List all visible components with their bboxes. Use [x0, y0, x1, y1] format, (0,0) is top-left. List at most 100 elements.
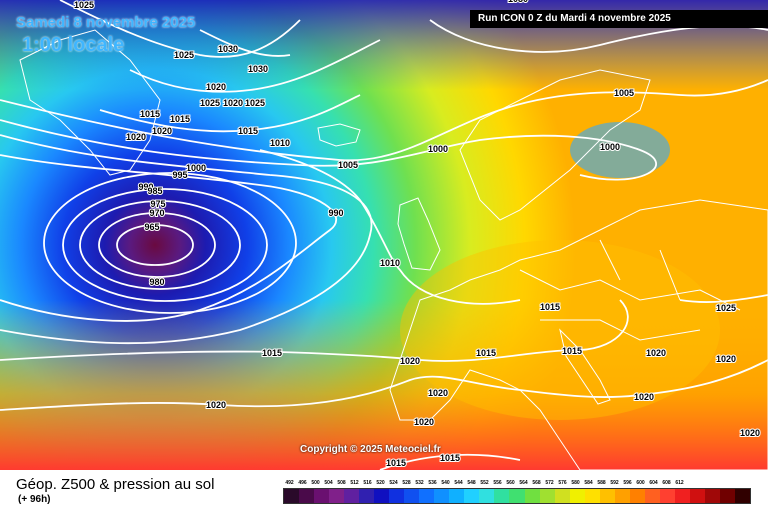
scale-tick-label: 508 [337, 480, 346, 486]
iceland-coast [317, 123, 361, 147]
scale-swatch [494, 489, 510, 503]
scale-tick-label: 540 [441, 480, 450, 486]
scale-tick-label: 564 [519, 480, 528, 486]
isobar-pressure-label: 1025 [174, 50, 194, 60]
scale-swatch [674, 489, 690, 503]
scale-swatch [614, 489, 630, 503]
scale-tick-label: 524 [389, 480, 398, 486]
scale-swatch [719, 489, 735, 503]
copyright-text: Copyright © 2025 Meteociel.fr [300, 444, 441, 455]
isobar-pressure-label: 1010 [380, 258, 400, 268]
scale-swatch [434, 489, 450, 503]
isobar-pressure-label: 1020 [740, 428, 760, 438]
british-isles-coast [397, 197, 441, 271]
forecast-date: Samedi 8 novembre 2025 [16, 14, 196, 31]
scale-tick-label: 504 [324, 480, 333, 486]
isobar-pressure-label: 1025 [245, 98, 265, 108]
isobar-965 [116, 224, 194, 266]
isobar-pressure-label: 1015 [440, 453, 460, 463]
scale-tick-label: 612 [675, 480, 684, 486]
scale-tick-labels: 492 496 500 504 508 512 516 520 524 528 532 536 540 5… [283, 480, 751, 486]
scale-swatch [554, 489, 570, 503]
isobar-995 [0, 134, 373, 345]
isobar-pressure-label: 1025 [74, 0, 94, 10]
scale-tick-label: 528 [402, 480, 411, 486]
isobar-pressure-label: 1025 [200, 98, 220, 108]
scandinavia-coast [459, 69, 651, 221]
isobar-pressure-label: 1020 [400, 356, 420, 366]
scale-swatch [644, 489, 660, 503]
scale-tick-label: 604 [649, 480, 658, 486]
isobar-pressure-label: 1020 [646, 348, 666, 358]
scale-tick-label: 560 [506, 480, 515, 486]
scale-swatch [629, 489, 645, 503]
scale-tick-label: 548 [467, 480, 476, 486]
scale-tick-label: 572 [545, 480, 554, 486]
isobar-pressure-label: 1020 [126, 132, 146, 142]
scale-tick-label: 532 [415, 480, 424, 486]
isobar-1025 [59, 0, 768, 303]
isobar-pressure-label: 1030 [508, 0, 528, 4]
isobar-975 [79, 200, 241, 290]
scale-tick-label: 600 [636, 480, 645, 486]
isobar-pressure-label: 990 [138, 182, 153, 192]
scale-swatch [569, 489, 585, 503]
map-title: Géop. Z500 & pression au sol [16, 476, 215, 493]
isobar-1015-south [379, 453, 521, 470]
scale-tick-label: 584 [584, 480, 593, 486]
scale-swatch [284, 489, 300, 503]
isobar-pressure-label: 1020 [634, 392, 654, 402]
isobar-pressure-label: 975 [150, 199, 165, 209]
greenland-coast [19, 29, 161, 176]
color-scale-legend: 492 496 500 504 508 512 516 520 524 528 532 536 540 5… [283, 480, 751, 504]
model-run-banner: Run ICON 0 Z du Mardi 4 novembre 2025 [470, 10, 768, 28]
isobar-pressure-label: 1030 [248, 64, 268, 74]
scale-tick-label: 536 [428, 480, 437, 486]
isobar-pressure-label: 1025 [716, 303, 736, 313]
scale-tick-label: 512 [350, 480, 359, 486]
isobar-pressure-label: 1010 [270, 138, 290, 148]
isobar-990 [0, 154, 337, 322]
scale-swatch [689, 489, 705, 503]
scale-tick-label: 592 [610, 480, 619, 486]
scale-swatch [299, 489, 315, 503]
eastern-europe-borders [519, 239, 741, 341]
scale-swatch [509, 489, 525, 503]
isobar-pressure-label: 1000 [428, 144, 448, 154]
scale-swatch [344, 489, 360, 503]
scale-tick-label: 596 [623, 480, 632, 486]
isobar-pressure-label: 970 [149, 208, 164, 218]
isobar-pressure-label: 1020 [152, 126, 172, 136]
scale-swatch [329, 489, 345, 503]
scale-swatch [449, 489, 465, 503]
isobar-pressure-label: 990 [328, 208, 343, 218]
scale-swatch [599, 489, 615, 503]
scale-tick-label: 552 [480, 480, 489, 486]
scale-tick-label: 580 [571, 480, 580, 486]
italy-coast [559, 328, 611, 405]
scale-tick-label: 496 [298, 480, 307, 486]
isobar-pressure-label: 1015 [170, 114, 190, 124]
isobar-1000 [0, 119, 657, 181]
europe-coast [389, 199, 768, 470]
scale-swatch [374, 489, 390, 503]
scale-tick-label: 544 [454, 480, 463, 486]
isobar-pressure-label: 985 [147, 186, 162, 196]
scandinavia-trough [570, 122, 670, 178]
isobar-985 [43, 172, 297, 314]
map-canvas: 1025 1030 1030 1025 1030 1020 1025 1020 1025 1015… [0, 0, 768, 470]
scale-swatch [704, 489, 720, 503]
isobar-1020 [0, 39, 768, 411]
isobar-pressure-label: 1015 [262, 348, 282, 358]
scale-swatch [584, 489, 600, 503]
isobar-pressure-label: 1020 [428, 388, 448, 398]
isobar-pressure-label: 1000 [186, 163, 206, 173]
forecast-time: 1:00 locale [22, 34, 125, 56]
isobar-pressure-label: 1020 [206, 400, 226, 410]
scale-tick-label: 568 [532, 480, 541, 486]
isobar-pressure-label: 1030 [218, 44, 238, 54]
scale-tick-label: 576 [558, 480, 567, 486]
scale-tick-label: 608 [662, 480, 671, 486]
scale-swatch [524, 489, 540, 503]
isobar-1005 [0, 79, 768, 162]
